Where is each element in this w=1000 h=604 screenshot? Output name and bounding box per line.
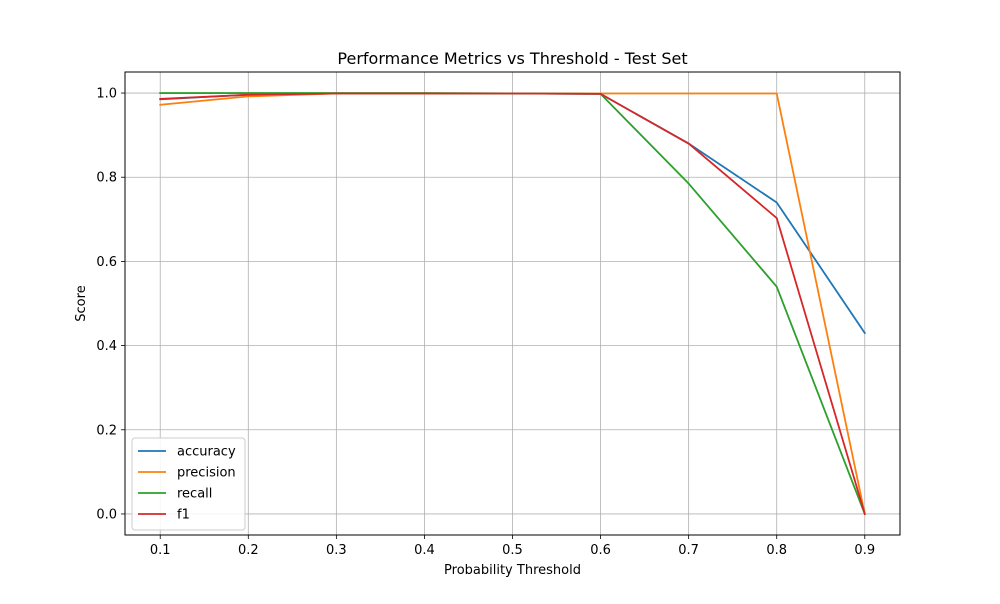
x-tick-label: 0.8	[766, 543, 787, 558]
axis-ticks: 0.1 0.2 0.3 0.4 0.5 0.6 0.7 0.8 0.9 0.0 0.2 0.4 0.6 0…	[96, 87, 875, 558]
legend-label-f1: f1	[177, 508, 190, 523]
x-tick-label: 0.5	[502, 543, 523, 558]
y-tick-label: 1.0	[96, 87, 117, 102]
y-tick-label: 0.0	[96, 507, 117, 522]
y-tick-label: 0.2	[96, 423, 117, 438]
y-tick-label: 0.8	[96, 171, 117, 186]
x-tick-label: 0.2	[238, 543, 259, 558]
legend-label-precision: precision	[177, 466, 236, 481]
y-axis-label: Score	[74, 285, 89, 321]
x-tick-label: 0.9	[854, 543, 875, 558]
legend: accuracy precision recall f1	[131, 437, 246, 531]
series-line-f1	[159, 92, 866, 516]
legend-label-recall: recall	[177, 487, 212, 502]
x-tick-label: 0.1	[150, 543, 171, 558]
series-lines	[159, 92, 867, 516]
legend-label-accuracy: accuracy	[177, 445, 236, 460]
x-tick-label: 0.4	[414, 543, 435, 558]
legend-box	[131, 437, 246, 531]
x-tick-label: 0.3	[326, 543, 347, 558]
y-tick-label: 0.4	[96, 339, 117, 354]
x-tick-label: 0.6	[590, 543, 611, 558]
x-axis-label: Probability Threshold	[444, 563, 581, 578]
x-tick-label: 0.7	[678, 543, 699, 558]
y-tick-label: 0.6	[96, 255, 117, 270]
chart-title: Performance Metrics vs Threshold - Test …	[337, 49, 687, 68]
grid	[125, 72, 900, 535]
